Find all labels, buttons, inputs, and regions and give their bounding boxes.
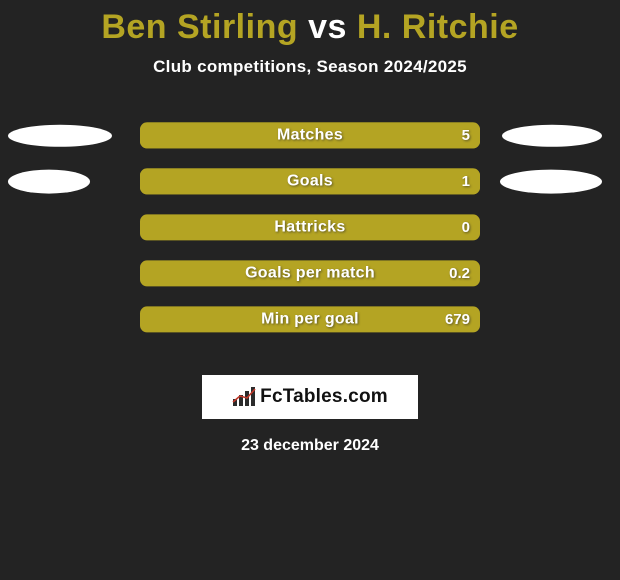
- stat-bar: Hattricks0: [140, 214, 480, 240]
- stat-value: 1: [462, 173, 470, 190]
- title-vs: vs: [308, 8, 347, 46]
- page-title: Ben Stirling vs H. Ritchie: [0, 8, 620, 47]
- ellipse-right: [500, 170, 602, 194]
- stat-value: 0: [462, 219, 470, 236]
- stat-label: Hattricks: [140, 218, 480, 236]
- stat-value: 679: [445, 311, 470, 328]
- stat-bar: Min per goal679: [140, 306, 480, 332]
- date-text: 23 december 2024: [0, 437, 620, 455]
- logo-text: FcTables.com: [260, 386, 388, 408]
- stat-label: Matches: [140, 126, 480, 144]
- stat-row: Goals per match0.2: [0, 253, 620, 299]
- logo-box: FcTables.com: [202, 375, 418, 419]
- stats-rows: Matches5Goals1Hattricks0Goals per match0…: [0, 115, 620, 345]
- stat-label: Min per goal: [140, 310, 480, 328]
- stat-bar: Goals1: [140, 168, 480, 194]
- stat-row: Hattricks0: [0, 207, 620, 253]
- stat-row: Goals1: [0, 161, 620, 207]
- stat-value: 0.2: [449, 265, 470, 282]
- stat-bar: Matches5: [140, 122, 480, 148]
- ellipse-left: [8, 125, 112, 147]
- stat-row: Min per goal679: [0, 299, 620, 345]
- logo-chart-icon: [232, 387, 256, 407]
- ellipse-right: [502, 125, 602, 147]
- ellipse-left: [8, 170, 90, 194]
- stat-value: 5: [462, 127, 470, 144]
- stat-bar: Goals per match0.2: [140, 260, 480, 286]
- title-player1: Ben Stirling: [101, 8, 298, 46]
- stat-label: Goals per match: [140, 264, 480, 282]
- title-player2: H. Ritchie: [357, 8, 519, 46]
- stat-label: Goals: [140, 172, 480, 190]
- infographic-container: Ben Stirling vs H. Ritchie Club competit…: [0, 0, 620, 455]
- stat-row: Matches5: [0, 115, 620, 161]
- subtitle: Club competitions, Season 2024/2025: [0, 57, 620, 77]
